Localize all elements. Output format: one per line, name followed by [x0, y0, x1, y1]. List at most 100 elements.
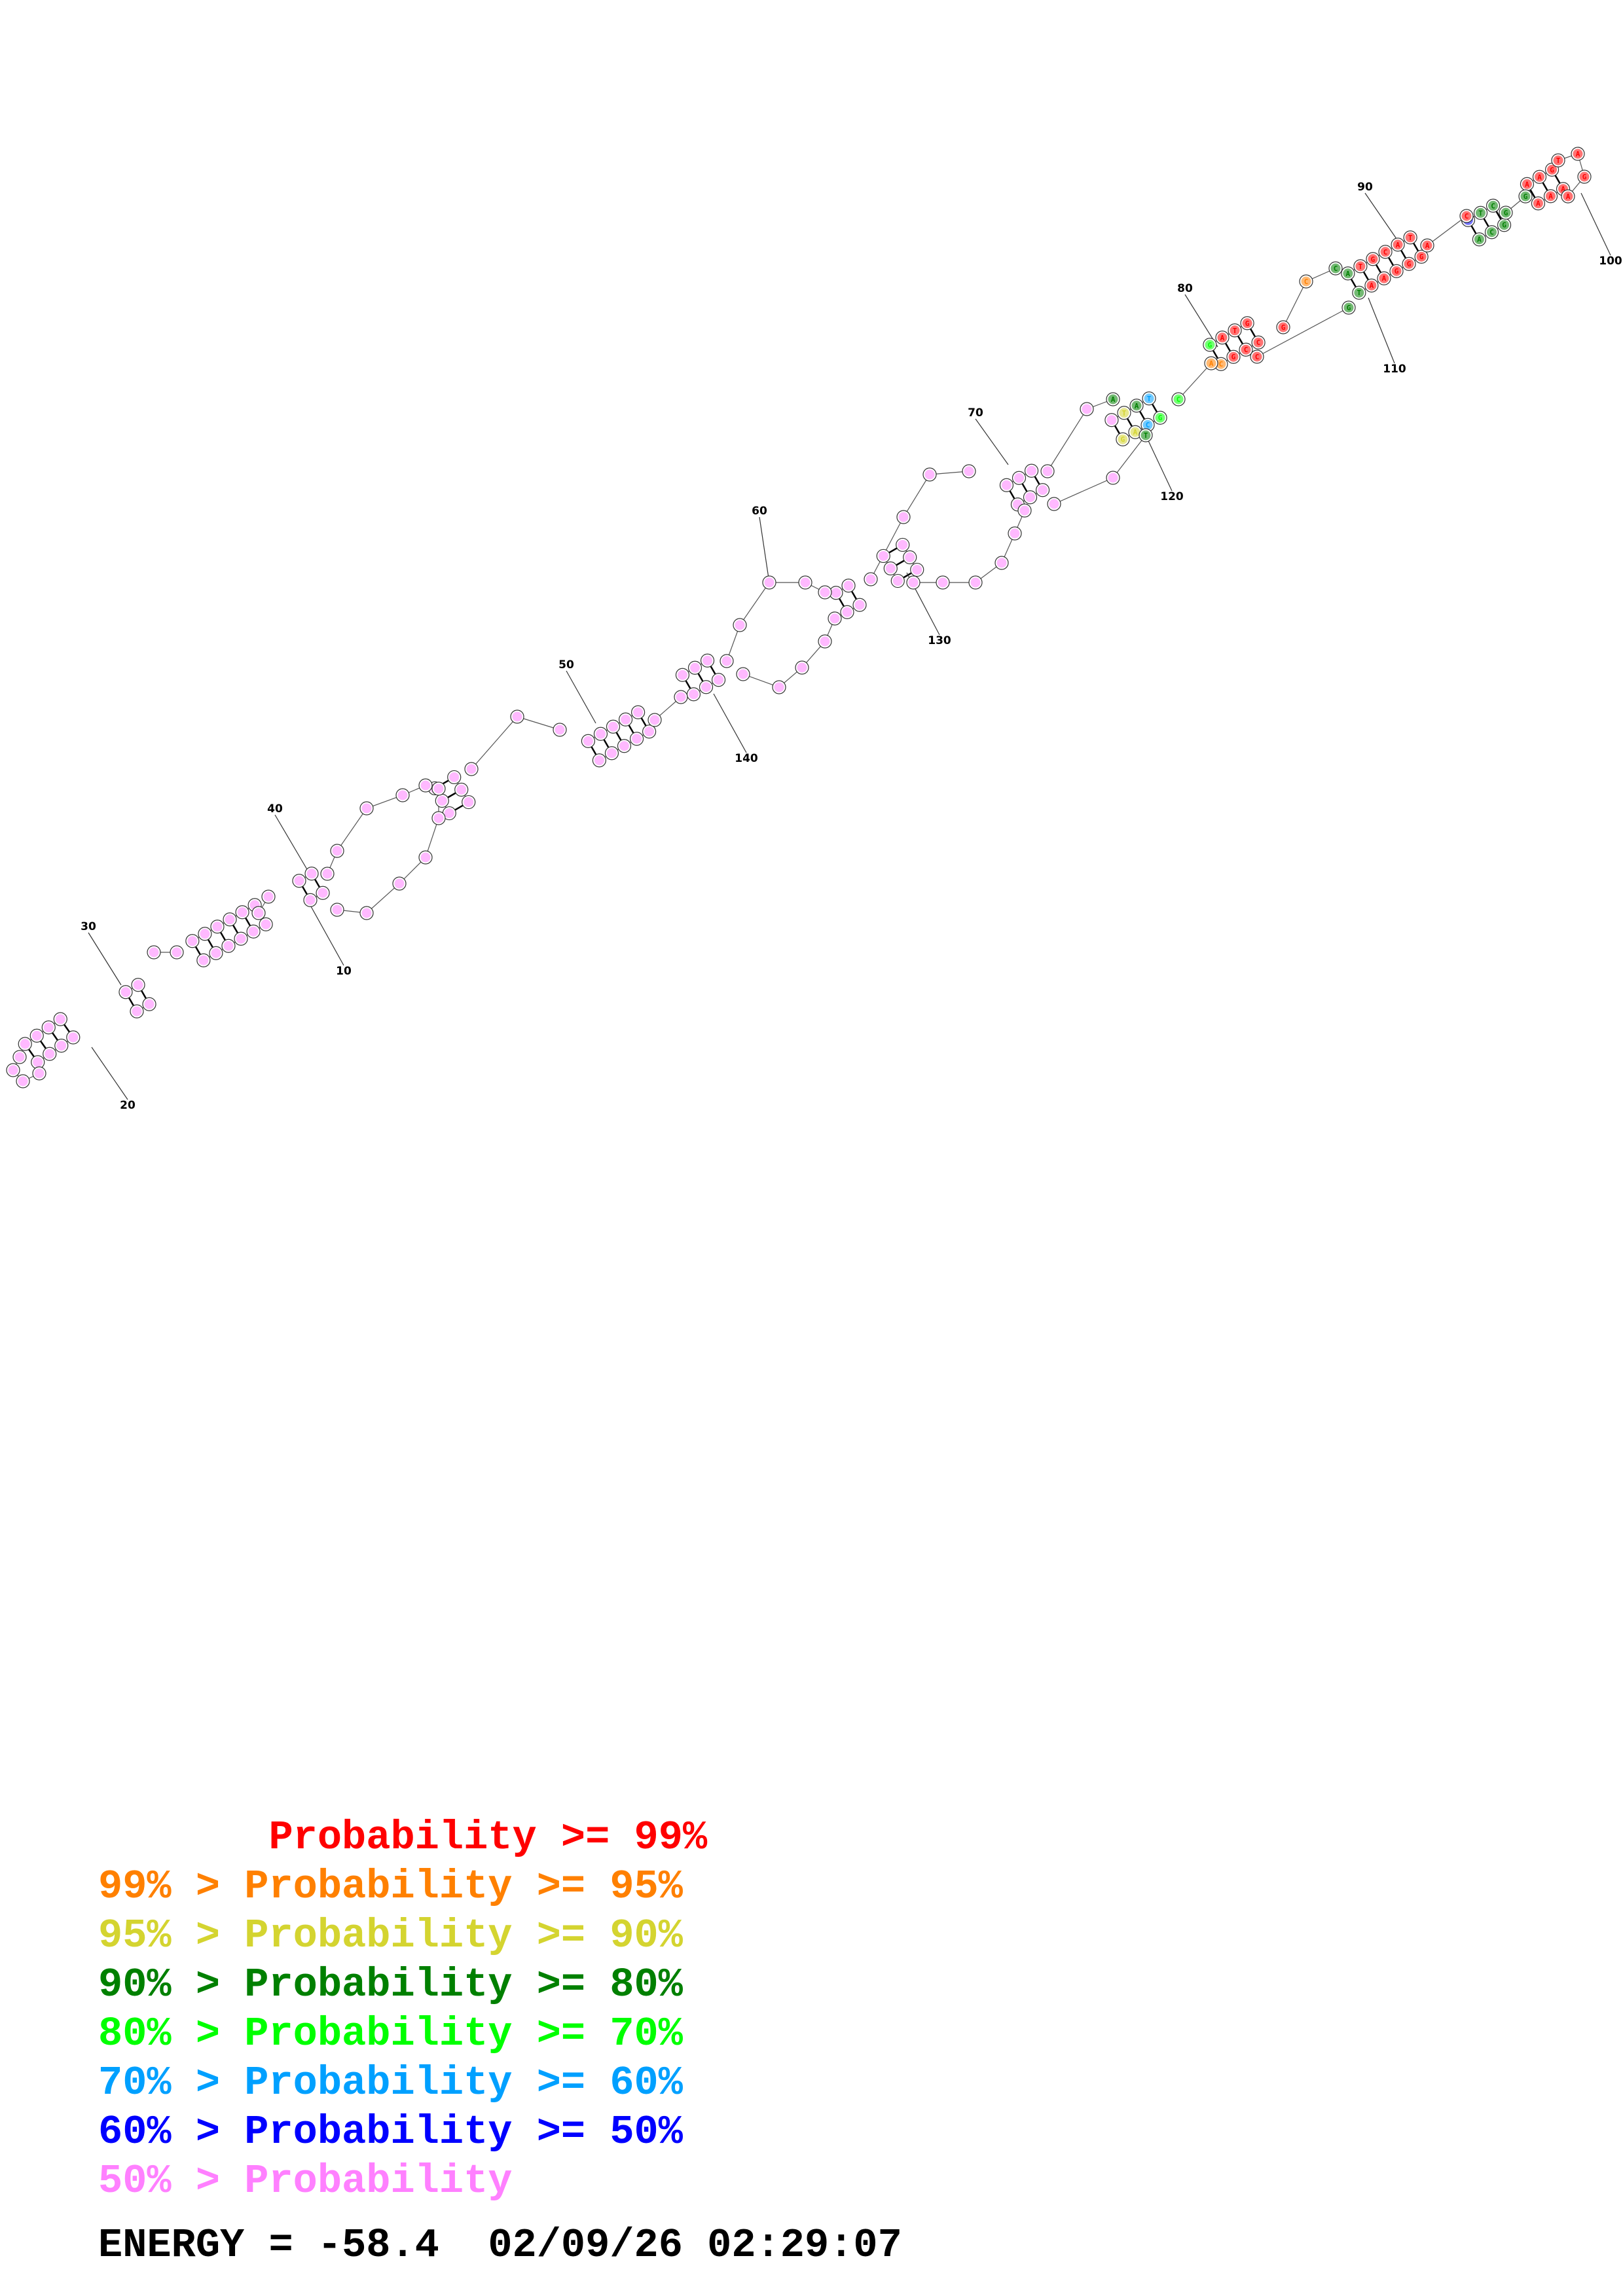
- nucleotide: [330, 844, 344, 858]
- svg-text:G: G: [1245, 319, 1250, 328]
- nucleotide: [711, 673, 726, 687]
- nucleotide: [18, 1037, 32, 1051]
- nucleotide: [553, 723, 567, 737]
- nucleotide: [316, 886, 330, 900]
- nucleotide: [304, 867, 319, 881]
- svg-text:A: A: [1135, 402, 1139, 410]
- svg-text:T: T: [1359, 262, 1363, 271]
- nucleotide: [418, 778, 433, 793]
- nucleotide: A: [1215, 331, 1230, 345]
- svg-text:G: G: [1208, 341, 1213, 350]
- nucleotide: [510, 709, 524, 724]
- nucleotide: [864, 572, 878, 586]
- nucleotide: [235, 905, 249, 920]
- nucleotide: [392, 876, 407, 891]
- svg-text:G: G: [1504, 209, 1508, 217]
- nucleotide: [261, 889, 276, 904]
- nucleotide: A: [1364, 278, 1379, 293]
- nucleotide: [720, 654, 734, 668]
- svg-text:A: A: [1370, 281, 1374, 290]
- nucleotide: [999, 478, 1014, 492]
- nucleotide: [12, 1050, 27, 1064]
- nucleotide: [936, 575, 950, 590]
- nucleotide: [922, 467, 937, 482]
- nucleotide: [629, 732, 644, 746]
- nucleotide: [828, 611, 842, 626]
- nucleotide: [54, 1039, 69, 1053]
- nucleotide: [890, 573, 905, 588]
- nucleotide: [772, 680, 786, 694]
- svg-text:A: A: [1425, 242, 1430, 250]
- svg-text:G: G: [1407, 260, 1412, 268]
- svg-text:C: C: [1244, 346, 1249, 354]
- nucleotide: [876, 548, 890, 564]
- svg-text:G: G: [1419, 253, 1424, 261]
- nucleotide: [209, 946, 223, 960]
- position-label: 90: [1357, 181, 1373, 194]
- svg-text:C: C: [1383, 248, 1388, 257]
- svg-text:A: A: [1537, 173, 1542, 181]
- nucleotide: [994, 556, 1009, 570]
- nucleotide: [29, 1028, 44, 1043]
- energy-value: -58.4: [317, 2222, 439, 2269]
- svg-text:T: T: [1478, 209, 1483, 217]
- nucleotide: C: [1171, 392, 1186, 406]
- svg-text:G: G: [1347, 304, 1351, 312]
- nucleotide: T: [1228, 323, 1242, 338]
- position-ticks: 10 20 30 40 50 60 70 80 90 100 110 120 130 140: [81, 181, 1622, 1112]
- backbone-lines: [12, 153, 1585, 1082]
- svg-text:T: T: [1408, 234, 1413, 242]
- nucleotide: [1035, 483, 1050, 497]
- nucleotide: C: [1250, 350, 1264, 364]
- svg-text:A: A: [1561, 185, 1565, 194]
- nucleotide: [41, 1020, 56, 1035]
- nucleotide: [896, 537, 910, 552]
- nucleotide: [198, 927, 212, 941]
- nucleotide: G: [1366, 252, 1380, 266]
- nucleotide: [462, 795, 476, 810]
- energy-label: ENERGY =: [98, 2222, 318, 2269]
- nucleotide: [196, 953, 211, 967]
- nucleotide: [431, 811, 446, 825]
- nucleotide: [170, 945, 184, 960]
- nucleotide: A: [1571, 147, 1585, 161]
- nucleotide: [435, 793, 449, 808]
- nucleotide: G: [1414, 249, 1429, 264]
- svg-text:G: G: [1502, 221, 1506, 230]
- svg-text:C: C: [1465, 212, 1469, 221]
- nucleotide: [418, 850, 433, 865]
- nucleotide: G: [1153, 410, 1167, 425]
- nucleotide: [1012, 471, 1027, 485]
- svg-text:G: G: [1582, 173, 1587, 181]
- nucleotide: [795, 660, 809, 675]
- svg-text:G: G: [1395, 267, 1399, 276]
- nucleotide: C: [1486, 198, 1501, 213]
- svg-text:T: T: [1144, 431, 1148, 440]
- nucleotide: [581, 734, 595, 748]
- nucleotide: [675, 668, 690, 682]
- nucleotide: [210, 920, 225, 934]
- nucleotide: A: [1520, 177, 1535, 191]
- nucleotide: [454, 782, 469, 797]
- nucleotide: A: [1204, 356, 1218, 370]
- svg-text:C: C: [1176, 395, 1181, 404]
- nucleotide: [906, 575, 921, 590]
- svg-text:A: A: [1477, 236, 1482, 244]
- position-label: 120: [1160, 490, 1184, 503]
- nucleotide: A: [1129, 399, 1144, 413]
- nucleotide: C: [1299, 274, 1313, 289]
- nucleotide: [1106, 471, 1120, 485]
- nucleotide: [1080, 402, 1094, 416]
- nucleotide: [330, 903, 344, 917]
- nucleotide: G: [1497, 218, 1512, 232]
- nucleotide: T: [1473, 206, 1488, 220]
- nucleotide: C: [1140, 418, 1155, 432]
- nucleotide: [798, 575, 812, 590]
- position-label: 140: [735, 752, 758, 765]
- svg-text:T: T: [1556, 156, 1561, 165]
- nucleotide: A: [1377, 271, 1391, 285]
- svg-text:C: C: [1219, 360, 1224, 368]
- nucleotide: [1023, 490, 1038, 505]
- nucleotide: G: [1341, 300, 1356, 315]
